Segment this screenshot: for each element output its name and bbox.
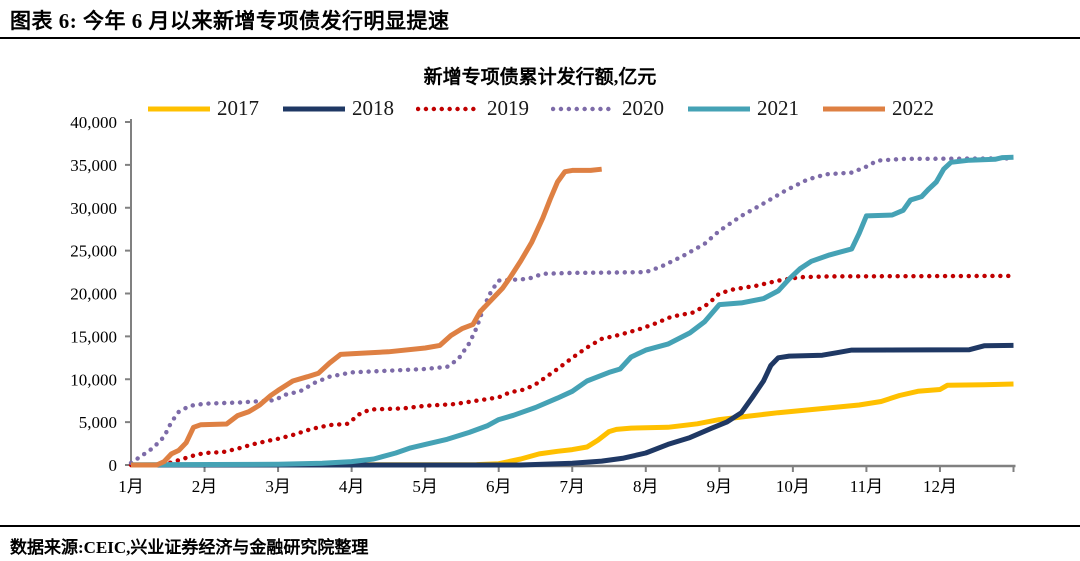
- legend-swatch-2020: [551, 106, 617, 111]
- series-line-2020: [128, 156, 1016, 466]
- legend-item-2017: 2017: [146, 96, 259, 121]
- x-tick-label: 3月: [265, 477, 291, 496]
- chart-title: 新增专项债累计发行额,亿元: [423, 67, 657, 88]
- series-line-2022: [131, 166, 602, 468]
- figure-title: 图表 6: 今年 6 月以来新增专项债发行明显提速: [10, 9, 450, 33]
- legend-item-2019: 2019: [416, 96, 529, 121]
- data-source: 数据来源:CEIC,兴业证券经济与金融研究院整理: [10, 538, 369, 557]
- legend-item-2021: 2021: [686, 96, 799, 121]
- y-tick-label: 35,000: [70, 156, 117, 175]
- x-tick-label: 10月: [776, 477, 810, 496]
- y-tick-label: 30,000: [70, 199, 117, 218]
- legend-swatch-2018: [283, 106, 345, 111]
- chart-legend: 2017 2018 2019 2020 2021 2022: [0, 96, 1080, 121]
- header-divider: [0, 37, 1080, 39]
- y-tick-label: 10,000: [70, 370, 117, 389]
- series-line-2021: [130, 154, 1014, 468]
- legend-item-2022: 2022: [821, 96, 934, 121]
- legend-label-2020: 2020: [622, 96, 664, 120]
- legend-label-2018: 2018: [352, 96, 394, 120]
- x-tick-label: 5月: [412, 477, 438, 496]
- x-tick-label: 7月: [560, 477, 586, 496]
- y-tick-label: 40,000: [70, 113, 117, 132]
- x-tick-label: 6月: [486, 477, 512, 496]
- x-tick-label: 8月: [633, 477, 659, 496]
- x-tick-label: 2月: [192, 477, 218, 496]
- legend-swatch-2017: [148, 106, 210, 111]
- legend-label-2021: 2021: [757, 96, 799, 120]
- footer-divider: [0, 525, 1080, 527]
- legend-label-2019: 2019: [487, 96, 529, 120]
- x-tick-label: 12月: [923, 477, 957, 496]
- legend-label-2022: 2022: [892, 96, 934, 120]
- x-tick-label: 1月: [118, 477, 144, 496]
- y-tick-label: 20,000: [70, 285, 117, 304]
- legend-item-2018: 2018: [281, 96, 394, 121]
- y-tick-label: 5,000: [79, 413, 117, 432]
- legend-item-2020: 2020: [551, 96, 664, 121]
- y-tick-label: 0: [109, 456, 118, 475]
- legend-swatch-2019: [416, 106, 482, 111]
- legend-swatch-2022: [823, 106, 885, 111]
- x-tick-label: 11月: [850, 477, 883, 496]
- legend-label-2017: 2017: [217, 96, 259, 120]
- series-line-2017: [130, 381, 1014, 468]
- legend-swatch-2021: [688, 106, 750, 111]
- x-tick-label: 4月: [339, 477, 365, 496]
- series-line-2018: [131, 342, 1014, 468]
- y-tick-label: 25,000: [70, 242, 117, 261]
- x-tick-label: 9月: [707, 477, 733, 496]
- series-line-2019: [128, 273, 1016, 468]
- y-tick-label: 15,000: [70, 327, 117, 346]
